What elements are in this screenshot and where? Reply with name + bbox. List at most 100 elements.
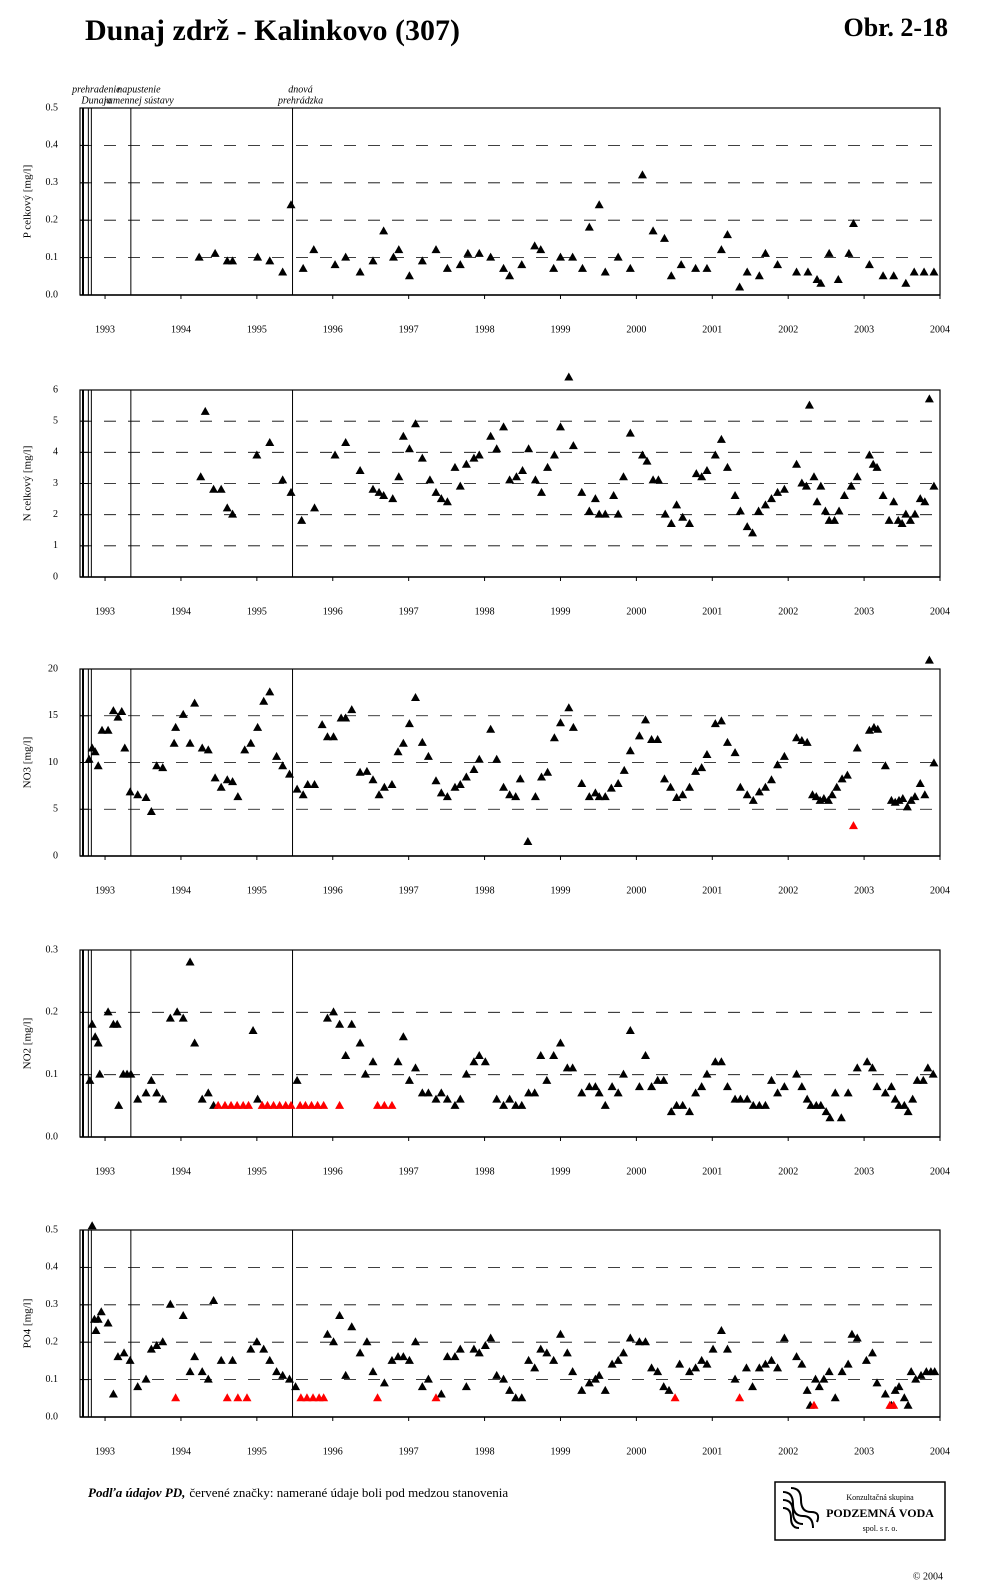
marker [165, 1013, 175, 1022]
marker [685, 782, 695, 791]
marker [666, 519, 676, 528]
marker [702, 1359, 712, 1368]
marker [773, 1363, 783, 1372]
marker [625, 746, 635, 755]
marker [133, 1382, 143, 1391]
y-tick-label: 0.1 [46, 1374, 59, 1385]
marker [297, 515, 307, 524]
marker [461, 459, 471, 468]
marker [647, 1363, 657, 1372]
marker [832, 782, 842, 791]
marker [133, 790, 143, 799]
marker [398, 738, 408, 747]
marker [517, 1393, 527, 1402]
marker [108, 1389, 118, 1398]
marker [246, 1344, 256, 1353]
marker [584, 792, 594, 801]
marker [517, 1100, 527, 1109]
x-tick-label: 2001 [702, 1446, 722, 1457]
marker [436, 1088, 446, 1097]
marker [233, 792, 243, 801]
marker [754, 506, 764, 515]
marker [310, 503, 320, 512]
x-tick-label: 1996 [323, 1166, 343, 1177]
marker [861, 1355, 871, 1364]
marker [379, 1100, 389, 1109]
x-tick-label: 1995 [247, 1166, 267, 1177]
marker [867, 1348, 877, 1357]
marker [659, 1075, 669, 1084]
marker [618, 1069, 628, 1078]
x-tick-label: 1999 [550, 1446, 570, 1457]
marker [666, 1107, 676, 1116]
marker [233, 1393, 243, 1402]
marker [203, 745, 213, 754]
marker [141, 793, 151, 802]
marker [920, 497, 930, 506]
x-tick-label: 2000 [626, 885, 646, 896]
marker [549, 733, 559, 742]
marker [158, 1094, 168, 1103]
marker [347, 1322, 357, 1331]
marker [284, 1374, 294, 1383]
marker [341, 1370, 351, 1379]
marker [114, 1100, 124, 1109]
x-tick-label: 1997 [399, 1166, 419, 1177]
marker [889, 497, 899, 506]
marker [543, 462, 553, 471]
marker [417, 453, 427, 462]
y-tick-label: 0 [53, 850, 58, 861]
marker [833, 275, 843, 284]
marker [329, 1007, 339, 1016]
marker [417, 737, 427, 746]
marker [916, 1370, 926, 1379]
marker [908, 1094, 918, 1103]
marker [436, 1389, 446, 1398]
plot-frame [79, 107, 941, 296]
marker [486, 431, 496, 440]
marker [431, 1393, 441, 1402]
marker [530, 1088, 540, 1097]
marker [909, 267, 919, 276]
marker [924, 655, 934, 664]
marker [530, 792, 540, 801]
marker [691, 263, 701, 272]
x-tick-label: 1997 [399, 885, 419, 896]
y-tick-label: 10 [48, 757, 58, 768]
marker [754, 1363, 764, 1372]
x-tick-label: 2003 [854, 324, 874, 335]
marker [549, 1050, 559, 1059]
marker [146, 1075, 156, 1084]
marker [410, 1337, 420, 1346]
marker [852, 1063, 862, 1072]
marker [754, 1100, 764, 1109]
marker [634, 1082, 644, 1091]
marker [141, 1088, 151, 1097]
y-tick-label: 0.1 [46, 1069, 59, 1080]
marker [87, 1221, 97, 1230]
marker [878, 271, 888, 280]
marker [178, 709, 188, 718]
marker [864, 725, 874, 734]
x-tick-label: 1993 [95, 1446, 115, 1457]
x-tick-label: 2002 [778, 885, 798, 896]
marker [730, 748, 740, 757]
x-tick-label: 1993 [95, 885, 115, 896]
marker [442, 792, 452, 801]
marker [379, 490, 389, 499]
marker [625, 263, 635, 272]
marker [792, 459, 802, 468]
x-tick-label: 1996 [323, 324, 343, 335]
marker [716, 434, 726, 443]
y-tick-label: 20 [48, 663, 58, 674]
marker [524, 1355, 534, 1364]
y-tick-label: 5 [53, 415, 58, 426]
marker [450, 462, 460, 471]
marker [543, 767, 553, 776]
x-tick-label: 1994 [171, 1446, 191, 1457]
marker [93, 761, 103, 770]
marker [691, 1363, 701, 1372]
marker [584, 222, 594, 231]
marker [499, 263, 509, 272]
marker [209, 484, 219, 493]
